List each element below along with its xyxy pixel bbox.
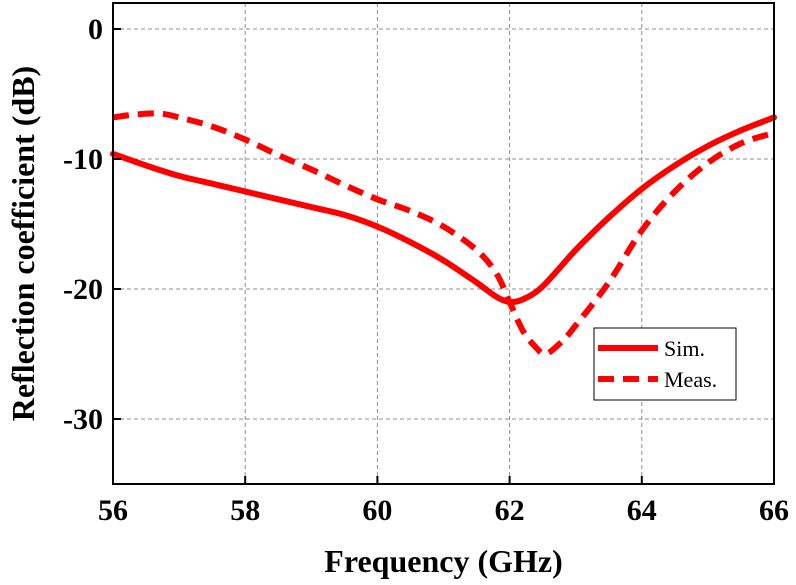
y-tick-label: 0 — [88, 13, 103, 46]
x-tick-label: 64 — [627, 494, 657, 527]
legend: Sim. Meas. — [593, 327, 737, 401]
x-tick-label: 56 — [98, 494, 128, 527]
y-axis-label: Reflection coefficient (dB) — [5, 66, 41, 421]
plot-frame — [112, 2, 775, 485]
series-line-meas — [112, 110, 775, 358]
series-line-sim — [110, 114, 777, 306]
x-tick-label: 60 — [362, 494, 392, 527]
y-tick-label: -10 — [63, 143, 103, 176]
x-tick-label: 66 — [759, 494, 789, 527]
x-axis-label: Frequency (GHz) — [324, 543, 562, 579]
axis-ticks: 56 58 60 62 64 66 0 -10 -20 -30 — [63, 13, 789, 527]
legend-label-sim: Sim. — [664, 336, 705, 361]
y-tick-label: -30 — [63, 403, 103, 436]
legend-label-meas: Meas. — [664, 367, 717, 392]
data-series — [110, 110, 777, 358]
x-tick-label: 58 — [230, 494, 260, 527]
y-tick-label: -20 — [63, 273, 103, 306]
grid-lines — [113, 3, 774, 484]
legend-box — [593, 327, 737, 401]
x-tick-label: 62 — [495, 494, 525, 527]
